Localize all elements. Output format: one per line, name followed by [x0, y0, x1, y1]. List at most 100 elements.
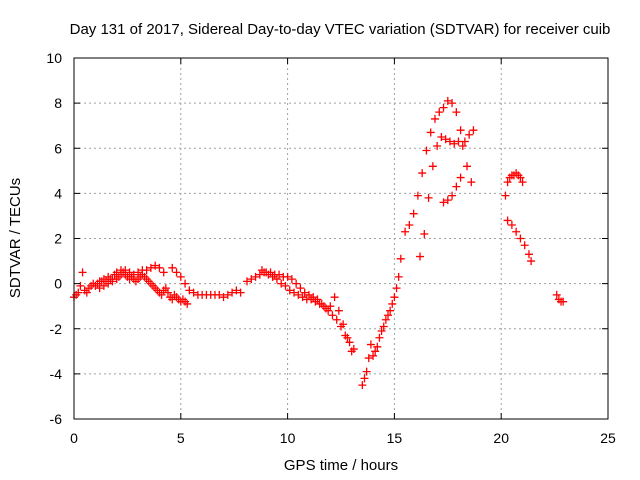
y-tick-label: 8	[54, 95, 62, 111]
data-point	[381, 315, 390, 324]
data-point	[552, 290, 561, 299]
data-point	[172, 268, 181, 277]
data-point	[161, 284, 170, 293]
x-tick-label: 15	[387, 430, 403, 446]
x-tick-label: 5	[177, 430, 185, 446]
data-point	[181, 279, 190, 288]
data-point	[456, 173, 465, 182]
data-point	[503, 178, 512, 187]
data-point	[277, 279, 286, 288]
data-point	[463, 162, 472, 171]
data-point	[439, 103, 448, 112]
data-point	[443, 196, 452, 205]
data-point	[358, 381, 367, 390]
series-cuib-track-4	[243, 268, 358, 354]
data-point	[430, 114, 439, 123]
data-point	[377, 327, 386, 336]
data-point	[518, 178, 527, 187]
series-cuib-track-12	[552, 290, 568, 306]
series-cuib-track-11	[503, 216, 536, 266]
data-point	[364, 354, 373, 363]
data-point	[155, 263, 164, 272]
x-axis-label: GPS time / hours	[284, 457, 398, 474]
data-point	[125, 268, 134, 277]
data-point	[401, 227, 410, 236]
data-point	[95, 284, 104, 293]
data-point	[394, 272, 403, 281]
data-point	[304, 290, 313, 299]
series-cuib-track-5	[257, 266, 356, 356]
data-point	[527, 257, 536, 266]
data-point	[283, 272, 292, 281]
y-axis-label: SDTVAR / TECUs	[7, 178, 24, 298]
y-tick-label: 2	[54, 231, 62, 247]
data-point	[112, 275, 121, 284]
data-point	[467, 178, 476, 187]
data-point	[189, 288, 198, 297]
x-tick-label: 20	[493, 430, 509, 446]
data-point	[524, 250, 533, 259]
data-point	[334, 306, 343, 315]
series-cuib-track-1	[70, 266, 192, 308]
data-point	[183, 299, 192, 308]
data-point	[78, 268, 87, 277]
y-tick-label: -6	[50, 411, 63, 427]
data-point	[516, 234, 525, 243]
data-point	[512, 227, 521, 236]
data-point	[386, 306, 395, 315]
data-point	[236, 288, 245, 297]
data-point	[255, 270, 264, 279]
data-point	[413, 191, 422, 200]
data-point	[257, 266, 266, 275]
data-point	[422, 146, 431, 155]
data-point	[409, 209, 418, 218]
data-point	[501, 191, 510, 200]
x-tick-label: 0	[70, 430, 78, 446]
data-point	[157, 290, 166, 299]
data-point	[176, 272, 185, 281]
data-point	[441, 135, 450, 144]
data-point	[437, 132, 446, 141]
series-cuib-track-7	[401, 96, 478, 236]
data-point	[76, 281, 85, 290]
data-point	[228, 288, 237, 297]
series-cuib-track-8	[416, 132, 476, 261]
data-point	[516, 173, 525, 182]
data-point	[347, 347, 356, 356]
data-point	[142, 266, 151, 275]
data-point	[223, 290, 232, 299]
grid	[74, 58, 608, 419]
data-point	[232, 286, 241, 295]
y-tick-label: 4	[54, 185, 62, 201]
data-point	[448, 191, 457, 200]
data-point	[151, 261, 160, 270]
series-cuib-track-10	[501, 169, 527, 200]
data-point	[445, 137, 454, 146]
data-point	[448, 99, 457, 108]
data-point	[454, 137, 463, 146]
data-point	[129, 270, 138, 279]
data-point	[450, 139, 459, 148]
data-point	[379, 322, 388, 331]
data-point	[275, 270, 284, 279]
data-point	[371, 347, 380, 356]
data-point	[74, 288, 83, 297]
data-point	[298, 293, 307, 302]
data-point	[428, 162, 437, 171]
data-point	[313, 295, 322, 304]
data-point	[272, 275, 281, 284]
data-point	[362, 367, 371, 376]
data-point	[396, 254, 405, 263]
data-point	[360, 374, 369, 383]
data-point	[439, 198, 448, 207]
series-cuib-track-2	[95, 261, 168, 293]
data-point	[339, 320, 348, 329]
data-point	[465, 130, 474, 139]
data-point	[383, 311, 392, 320]
data-point	[82, 288, 91, 297]
data-point	[104, 279, 113, 288]
data-point	[281, 281, 290, 290]
data-point	[520, 241, 529, 250]
data-point	[134, 268, 143, 277]
